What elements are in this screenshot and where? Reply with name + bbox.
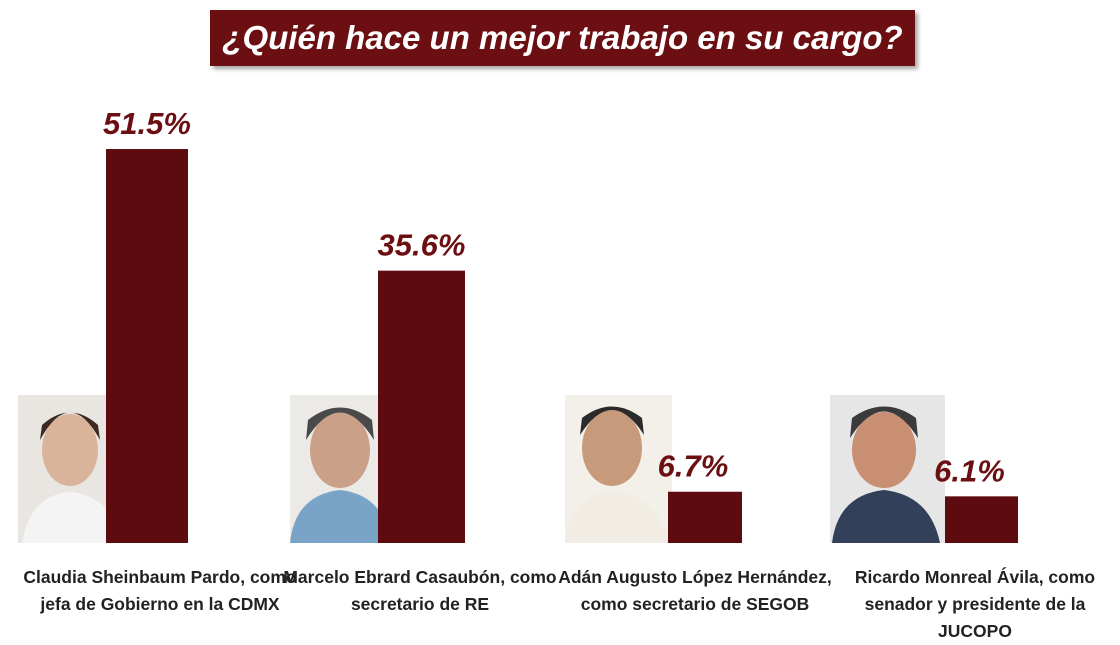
bar (378, 271, 465, 543)
page: {"chart_data": {"type": "bar", "title": … (0, 0, 1120, 644)
portrait (565, 395, 672, 543)
value-label: 6.1% (934, 453, 1005, 488)
category-label: Adán Augusto López Hernández, como secre… (555, 564, 835, 618)
bar (106, 149, 188, 543)
value-label: 35.6% (378, 228, 466, 263)
value-label: 51.5% (103, 106, 191, 141)
category-label: Ricardo Monreal Ávila, como senador y pr… (835, 564, 1115, 645)
category-label: Claudia Sheinbaum Pardo, como jefa de Go… (20, 564, 300, 618)
category-label: Marcelo Ebrard Casaubón, como secretario… (280, 564, 560, 618)
bar (945, 496, 1018, 543)
portrait (830, 395, 945, 543)
chart: 51.5% 35.6% 6.7% 6.1% (0, 0, 1120, 644)
bar (668, 492, 742, 543)
value-label: 6.7% (658, 449, 729, 484)
portrait (290, 395, 390, 543)
